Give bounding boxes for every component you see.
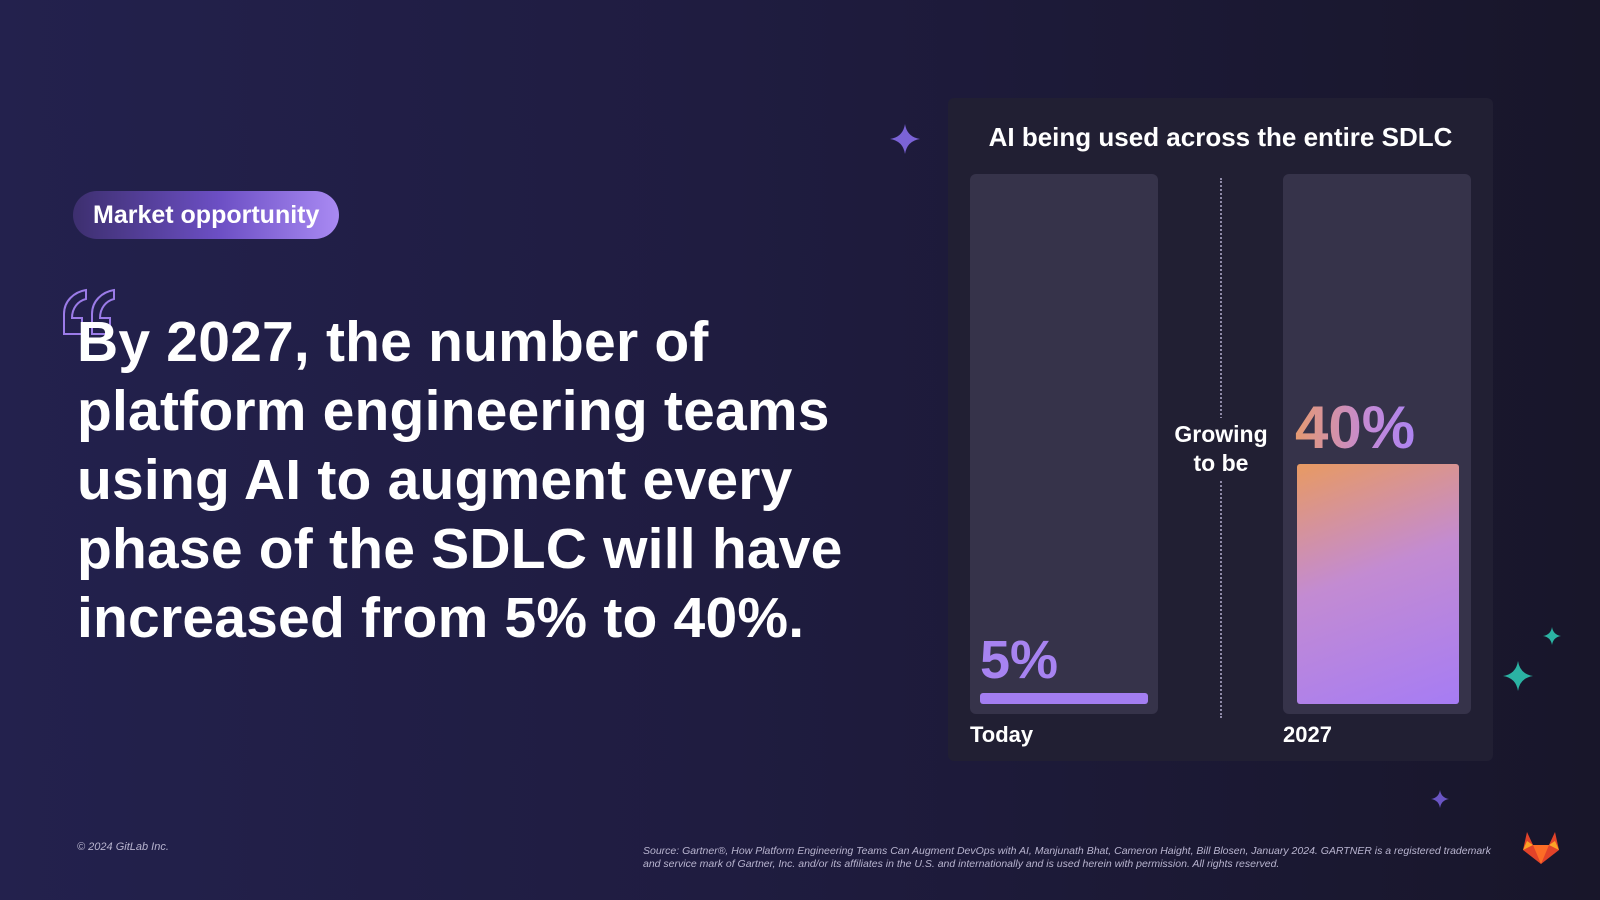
- bar-track-2027: 40%: [1283, 174, 1471, 714]
- growth-annotation: Growing to be: [1160, 418, 1282, 480]
- open-quote-icon: [63, 288, 115, 335]
- data-label-today: 5%: [980, 630, 1059, 691]
- market-opportunity-badge: Market opportunity: [73, 191, 340, 239]
- headline-quote: By 2027, the number of platform engineer…: [77, 310, 843, 650]
- sparkle-icon: [1503, 661, 1533, 691]
- gitlab-logo-icon: [1523, 832, 1559, 864]
- source-citation: Source: Gartner®, How Platform Engineeri…: [643, 845, 1491, 870]
- bar-today: [980, 693, 1148, 704]
- sparkle-icon: [1543, 627, 1561, 645]
- category-label-today: Today: [970, 722, 1034, 747]
- chart-panel: AI being used across the entire SDLC 5% …: [948, 98, 1493, 761]
- annotation-line-2: to be: [1193, 450, 1249, 476]
- data-label-2027: 40%: [1295, 394, 1416, 461]
- sparkle-icon: [890, 124, 920, 154]
- copyright-text: © 2024 GitLab Inc.: [77, 841, 169, 853]
- badge-label: Market opportunity: [93, 200, 320, 229]
- bar-2027: [1297, 464, 1459, 704]
- chart-title: AI being used across the entire SDLC: [988, 122, 1453, 152]
- bar-track-today: 5%: [970, 174, 1158, 714]
- category-label-2027: 2027: [1283, 722, 1332, 747]
- sparkle-icon: [1431, 790, 1449, 808]
- annotation-line-1: Growing: [1174, 421, 1268, 447]
